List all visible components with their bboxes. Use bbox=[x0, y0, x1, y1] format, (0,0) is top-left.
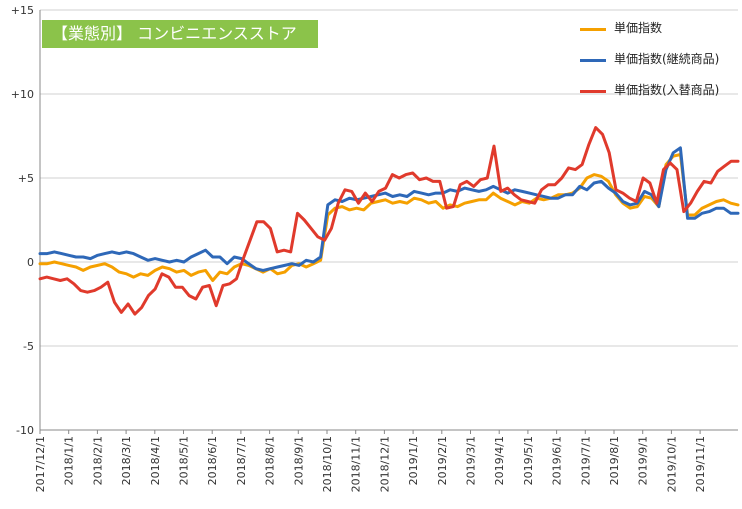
y-tick-label: -10 bbox=[16, 424, 34, 437]
x-tick-label: 2019/3/1 bbox=[465, 436, 478, 485]
x-tick-label: 2018/2/1 bbox=[91, 436, 104, 485]
legend-label-replacement: 単価指数(入替商品) bbox=[614, 83, 720, 97]
x-tick-label: 2019/7/1 bbox=[579, 436, 592, 485]
x-tick-label: 2018/6/1 bbox=[206, 436, 219, 485]
x-tick-label: 2018/4/1 bbox=[149, 436, 162, 485]
y-tick-label: +10 bbox=[11, 88, 34, 101]
legend-swatch-replacement bbox=[580, 90, 606, 93]
x-tick-label: 2018/10/1 bbox=[321, 436, 334, 492]
legend-label-continuing: 単価指数(継続商品) bbox=[614, 52, 720, 66]
legend-item-continuing: 単価指数(継続商品) bbox=[580, 49, 740, 80]
x-tick-label: 2019/4/1 bbox=[493, 436, 506, 485]
x-tick-label: 2018/5/1 bbox=[178, 436, 191, 485]
legend-item-unit-price: 単価指数 bbox=[580, 18, 740, 49]
x-tick-label: 2019/5/1 bbox=[522, 436, 535, 485]
y-tick-label: 0 bbox=[27, 256, 34, 269]
x-tick-label: 2019/6/1 bbox=[551, 436, 564, 485]
y-tick-label: +15 bbox=[11, 4, 34, 17]
chart-title: 【業態別】 コンビニエンスストア bbox=[42, 20, 318, 48]
series-line-1 bbox=[38, 146, 740, 272]
x-tick-label: 2019/9/1 bbox=[637, 436, 650, 485]
legend-item-replacement: 単価指数(入替商品) bbox=[580, 80, 740, 111]
x-tick-label: 2018/1/1 bbox=[63, 436, 76, 485]
legend-swatch-unit-price bbox=[580, 28, 606, 31]
x-tick-label: 2018/12/1 bbox=[378, 436, 391, 492]
x-tick-label: 2019/8/1 bbox=[608, 436, 621, 485]
x-tick-label: 2018/3/1 bbox=[120, 436, 133, 485]
x-tick-label: 2018/9/1 bbox=[292, 436, 305, 485]
x-tick-label: 2017/12/1 bbox=[34, 436, 47, 492]
x-tick-label: 2019/2/1 bbox=[436, 436, 449, 485]
x-tick-label: 2018/8/1 bbox=[264, 436, 277, 485]
y-tick-label: -5 bbox=[23, 340, 34, 353]
x-tick-label: 2019/1/1 bbox=[407, 436, 420, 485]
x-tick-label: 2018/11/1 bbox=[350, 436, 363, 492]
x-tick-label: 2019/10/1 bbox=[665, 436, 678, 492]
y-tick-label: +5 bbox=[18, 172, 34, 185]
legend-label-unit-price: 単価指数 bbox=[614, 21, 663, 35]
x-tick-label: 2018/7/1 bbox=[235, 436, 248, 485]
series-line-2 bbox=[38, 126, 740, 316]
x-tick-label: 2019/11/1 bbox=[694, 436, 707, 492]
legend: 単価指数 単価指数(継続商品) 単価指数(入替商品) bbox=[580, 18, 740, 111]
legend-swatch-continuing bbox=[580, 59, 606, 62]
